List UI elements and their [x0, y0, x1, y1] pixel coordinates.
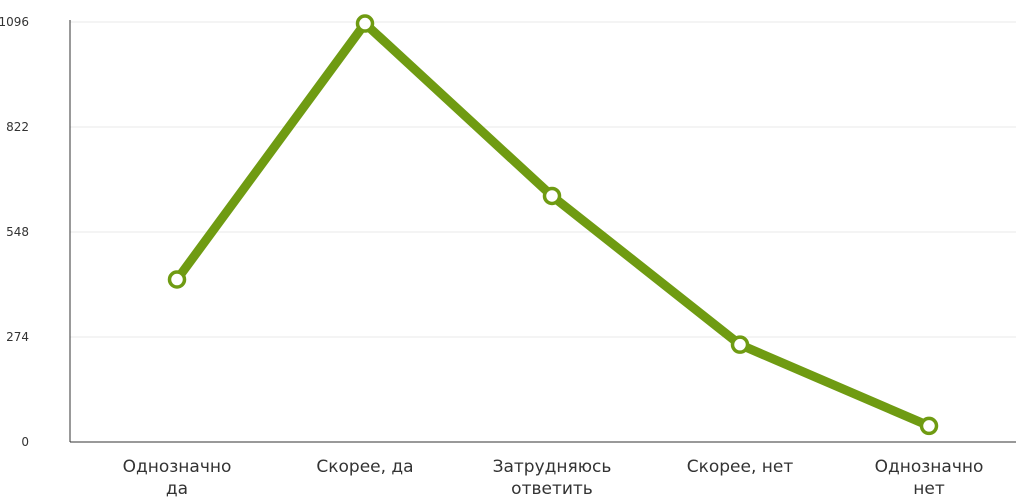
data-point	[167, 270, 187, 289]
data-point	[730, 335, 750, 354]
x-tick-label-line: Скорее, нет	[687, 457, 794, 477]
data-point	[542, 186, 562, 206]
x-tick-label-line: Затрудняюсь	[493, 457, 612, 477]
x-tick-label-line: Однозначно	[875, 457, 984, 477]
series-layer	[172, 19, 934, 431]
x-tick-label: Скорее, да	[316, 457, 413, 477]
data-point	[355, 14, 375, 33]
x-tick-label-line: Однозначно	[123, 457, 232, 477]
series-line	[172, 19, 934, 431]
axes	[69, 20, 1016, 443]
x-tick-label: Однозначно нет	[875, 457, 984, 499]
x-tick-label: Затрудняюсь ответить	[493, 457, 612, 499]
y-axis-ticks: 0 274 548 822 1096	[0, 15, 29, 449]
grid-lines	[70, 21, 1016, 338]
y-tick-label: 0	[21, 435, 29, 449]
y-tick-label: 822	[6, 120, 29, 134]
x-tick-label-line: нет	[913, 479, 945, 499]
x-tick-label-line: ответить	[511, 479, 593, 499]
x-tick-label: Скорее, нет	[687, 457, 794, 477]
y-tick-label: 1096	[0, 15, 29, 29]
point-markers	[167, 14, 939, 436]
y-tick-label: 274	[6, 330, 29, 344]
y-tick-label: 548	[6, 225, 29, 239]
data-point	[919, 416, 939, 436]
x-tick-label: Однозначно да	[123, 457, 232, 499]
x-tick-label-line: да	[166, 479, 188, 499]
x-tick-label-line: Скорее, да	[316, 457, 413, 477]
